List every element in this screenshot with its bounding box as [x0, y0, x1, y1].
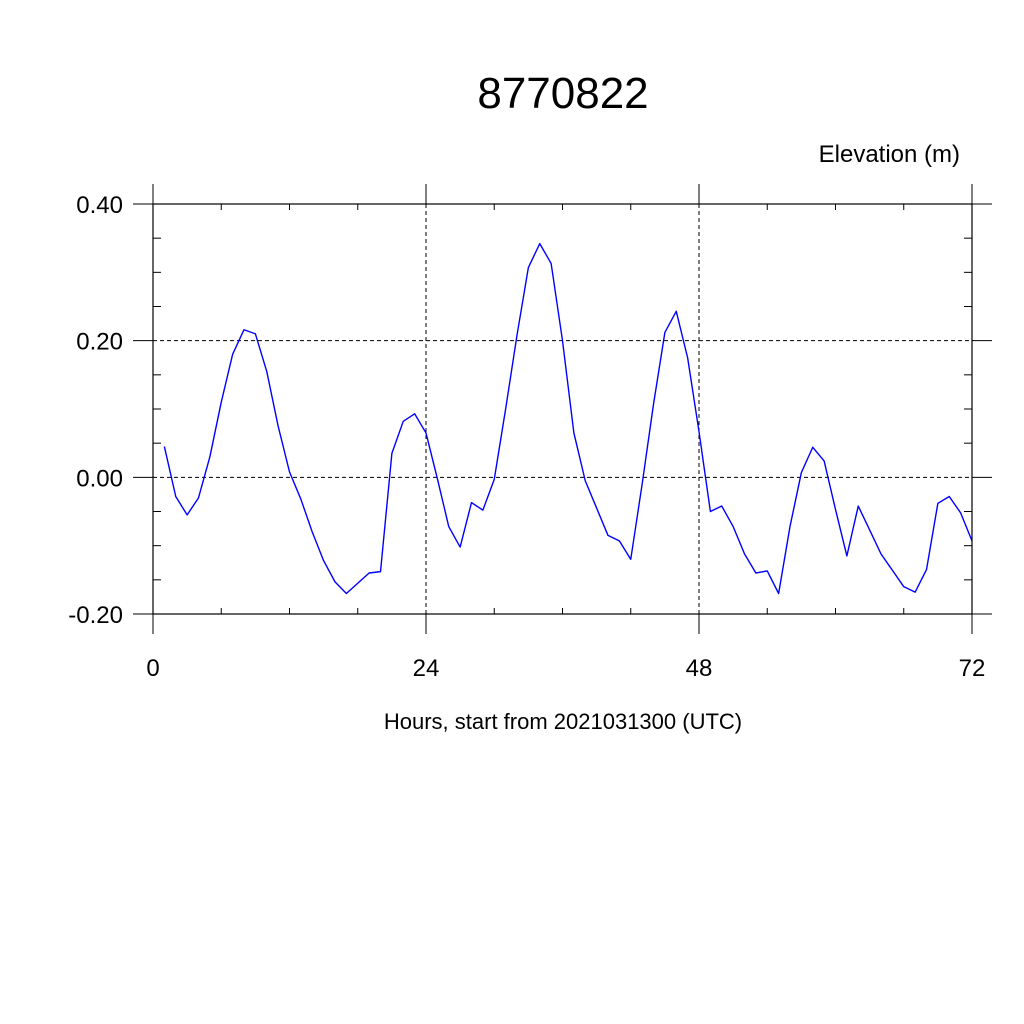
x-tick-label: 72: [959, 655, 986, 682]
y-tick-label: 0.40: [76, 192, 123, 219]
y-tick-label: 0.00: [76, 465, 123, 492]
series-group: [163, 242, 973, 595]
x-axis-label: Hours, start from 2021031300 (UTC): [384, 709, 742, 734]
grid-lines: [152, 203, 973, 615]
x-tick-label: 48: [686, 655, 713, 682]
plot-frame: [152, 203, 973, 615]
y-tick-label: 0.20: [76, 329, 123, 356]
x-tick-label: 0: [146, 655, 159, 682]
plot-border: [152, 203, 973, 615]
minor-ticks: [153, 204, 972, 614]
x-tick-labels: 0 24 48 72: [146, 655, 985, 682]
y-tick-label: -0.20: [68, 602, 123, 629]
y-axis-label: Elevation (m): [819, 141, 960, 168]
x-tick-label: 24: [413, 655, 440, 682]
chart-title: 8770822: [477, 69, 648, 118]
series-line: [163, 242, 973, 595]
major-ticks: [133, 184, 992, 634]
y-tick-labels: -0.20 0.00 0.20 0.40: [68, 192, 123, 629]
